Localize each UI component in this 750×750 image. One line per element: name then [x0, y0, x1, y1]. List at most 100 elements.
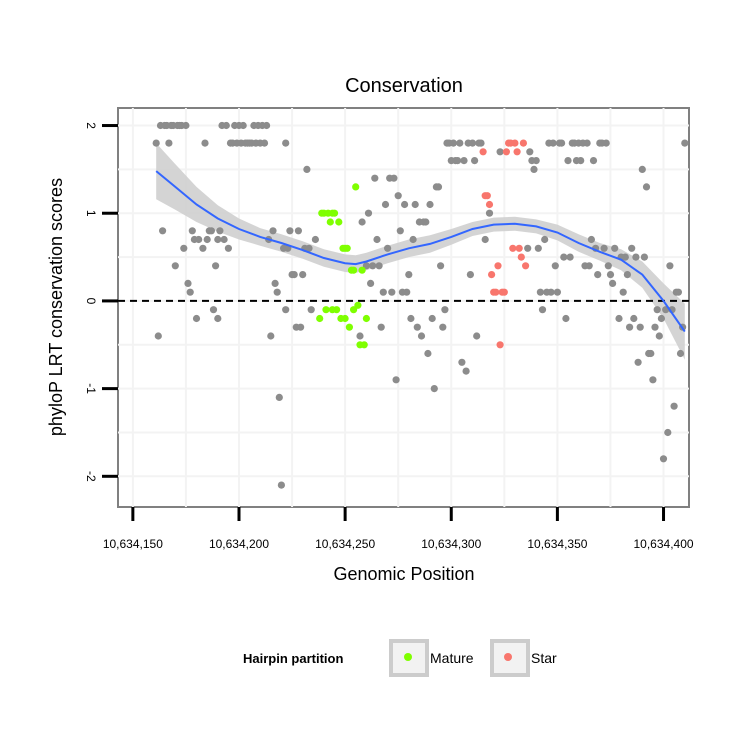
y-tick-label: -2: [84, 471, 98, 482]
data-point-other: [222, 121, 230, 130]
data-point-other: [269, 227, 277, 235]
data-point-other: [583, 139, 591, 147]
data-point-other: [182, 121, 190, 130]
x-tick-label: 10,634,200: [209, 537, 269, 551]
legend-title: Hairpin partition: [243, 651, 343, 666]
data-point-other: [485, 209, 494, 217]
data-point-other: [214, 314, 222, 323]
data-point-other: [566, 253, 574, 261]
data-point-other: [462, 367, 470, 375]
data-point-other: [375, 262, 383, 270]
data-point-other: [367, 279, 375, 287]
data-point-other: [311, 235, 319, 244]
data-point-other: [154, 332, 162, 340]
data-point-other: [239, 121, 247, 130]
data-point-other: [466, 271, 474, 279]
data-point-other: [428, 314, 436, 323]
data-point-mature: [343, 244, 351, 252]
x-axis-title: Genomic Position: [333, 564, 474, 584]
data-point-other: [530, 165, 538, 173]
data-point-other: [477, 139, 485, 147]
data-point-other: [600, 244, 608, 252]
data-point-other: [594, 271, 602, 279]
data-point-other: [611, 244, 619, 252]
data-point-other: [441, 306, 449, 314]
data-point-other: [551, 262, 559, 270]
data-point-other: [602, 139, 610, 147]
data-point-other: [271, 279, 279, 287]
data-point-other: [388, 288, 396, 296]
data-point-other: [260, 139, 269, 147]
data-point-other: [358, 218, 366, 226]
data-point-other: [371, 174, 379, 182]
x-tick-label: 10,634,350: [527, 537, 587, 551]
data-point-mature: [350, 306, 358, 314]
data-point-other: [630, 314, 638, 323]
data-point-other: [165, 139, 173, 147]
data-point-other: [299, 271, 307, 279]
y-tick-label: 0: [84, 298, 98, 305]
data-point-other: [532, 157, 540, 165]
data-point-mature: [352, 183, 360, 191]
y-axis: -2 -1 0 1 2: [84, 122, 118, 482]
data-point-other: [209, 306, 218, 314]
data-point-other: [609, 279, 617, 287]
data-point-other: [558, 139, 566, 147]
data-point-other: [632, 253, 640, 261]
data-point-star: [492, 288, 500, 296]
confidence-band: [156, 143, 685, 360]
legend-label-mature: Mature: [430, 650, 474, 666]
data-point-other: [405, 271, 413, 279]
data-point-other: [619, 288, 627, 296]
data-point-other: [681, 139, 689, 147]
data-points: [152, 121, 689, 489]
data-point-other: [604, 262, 612, 270]
data-point-star: [496, 341, 504, 349]
data-point-mature: [341, 314, 349, 323]
data-point-other: [541, 235, 549, 244]
data-point-other: [282, 139, 290, 147]
data-point-other: [195, 235, 203, 244]
data-point-other: [188, 227, 196, 235]
data-point-other: [303, 165, 311, 173]
data-point-other: [297, 323, 305, 331]
data-point-mature: [316, 314, 324, 323]
data-point-other: [184, 279, 192, 287]
data-point-other: [392, 376, 400, 384]
data-point-other: [362, 262, 370, 270]
data-point-other: [212, 262, 220, 270]
data-point-other: [377, 323, 385, 331]
data-point-other: [437, 262, 445, 270]
data-point-star: [509, 244, 517, 252]
data-point-other: [381, 200, 390, 209]
data-point-other: [553, 288, 562, 296]
data-point-other: [273, 288, 281, 296]
data-point-other: [634, 358, 642, 366]
data-point-mature: [335, 218, 343, 226]
data-point-other: [606, 271, 615, 279]
data-point-other: [216, 227, 224, 235]
data-point-other: [201, 139, 209, 147]
data-point-other: [628, 244, 636, 252]
data-point-other: [411, 200, 419, 209]
data-point-other: [653, 306, 661, 314]
data-point-other: [430, 385, 438, 393]
data-point-star: [494, 262, 502, 270]
data-point-other: [364, 209, 373, 217]
data-point-other: [589, 157, 598, 165]
data-point-other: [214, 235, 222, 244]
data-point-other: [664, 428, 672, 437]
data-point-other: [384, 244, 392, 252]
data-point-other: [638, 165, 646, 173]
data-point-other: [275, 393, 283, 401]
data-point-star: [519, 139, 528, 147]
data-point-mature: [350, 266, 358, 274]
data-point-other: [456, 139, 464, 147]
y-axis-title: phyloP LRT conservation scores: [46, 178, 66, 436]
data-point-other: [471, 157, 479, 165]
data-point-other: [538, 306, 547, 314]
data-point-other: [615, 314, 623, 323]
data-point-other: [659, 455, 668, 463]
data-point-other: [159, 227, 167, 235]
